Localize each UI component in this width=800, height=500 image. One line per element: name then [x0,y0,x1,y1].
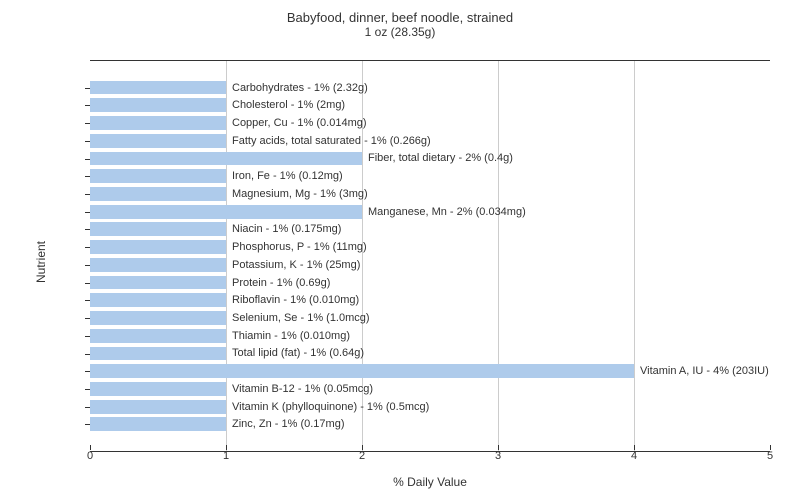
nutrient-bar-label: Niacin - 1% (0.175mg) [232,223,341,235]
y-tick-mark [85,407,90,408]
bar-row: Vitamin A, IU - 4% (203IU) [90,364,769,378]
nutrient-bar-label: Carbohydrates - 1% (2.32g) [232,82,368,94]
nutrient-bar [90,258,226,272]
nutrient-bar-label: Riboflavin - 1% (0.010mg) [232,294,359,306]
x-tick-label: 1 [223,450,229,462]
chart-subtitle: 1 oz (28.35g) [0,25,800,39]
bar-row: Magnesium, Mg - 1% (3mg) [90,187,368,201]
x-tick-label: 0 [87,450,93,462]
bar-row: Vitamin B-12 - 1% (0.05mcg) [90,382,373,396]
grid-line [498,61,499,451]
bar-row: Iron, Fe - 1% (0.12mg) [90,169,343,183]
nutrient-bar [90,293,226,307]
x-axis-label: % Daily Value [90,475,770,489]
bar-row: Total lipid (fat) - 1% (0.64g) [90,347,364,361]
y-tick-mark [85,247,90,248]
nutrient-bar [90,240,226,254]
y-tick-mark [85,389,90,390]
nutrient-bar-label: Potassium, K - 1% (25mg) [232,259,360,271]
nutrient-bar [90,329,226,343]
nutrient-bar [90,134,226,148]
bar-row: Selenium, Se - 1% (1.0mcg) [90,311,370,325]
x-axis: 0 1 2 3 4 5 [90,450,770,470]
nutrient-bar-label: Thiamin - 1% (0.010mg) [232,330,350,342]
y-tick-mark [85,88,90,89]
bar-row: Niacin - 1% (0.175mg) [90,222,341,236]
nutrient-bar-label: Fiber, total dietary - 2% (0.4g) [368,152,513,164]
nutrient-bar [90,81,226,95]
nutrient-bar [90,187,226,201]
y-tick-mark [85,105,90,106]
bar-row: Fatty acids, total saturated - 1% (0.266… [90,134,431,148]
x-tick-label: 3 [495,450,501,462]
nutrient-bar-label: Iron, Fe - 1% (0.12mg) [232,170,343,182]
chart-container: Babyfood, dinner, beef noodle, strained … [0,0,800,500]
nutrient-bar-label: Fatty acids, total saturated - 1% (0.266… [232,135,431,147]
nutrient-bar [90,116,226,130]
bar-row: Cholesterol - 1% (2mg) [90,98,345,112]
nutrient-bar [90,347,226,361]
grid-line [634,61,635,451]
y-tick-mark [85,123,90,124]
nutrient-bar [90,98,226,112]
x-tick-label: 2 [359,450,365,462]
nutrient-bar-label: Total lipid (fat) - 1% (0.64g) [232,347,364,359]
nutrient-bar [90,169,226,183]
bar-row: Fiber, total dietary - 2% (0.4g) [90,152,513,166]
nutrient-bar-label: Magnesium, Mg - 1% (3mg) [232,188,368,200]
x-tick-label: 4 [631,450,637,462]
chart-title-block: Babyfood, dinner, beef noodle, strained … [0,0,800,39]
nutrient-bar [90,400,226,414]
nutrient-bar-label: Selenium, Se - 1% (1.0mcg) [232,312,370,324]
bar-row: Phosphorus, P - 1% (11mg) [90,240,367,254]
plot-area: Carbohydrates - 1% (2.32g) Cholesterol - … [90,60,770,452]
bar-row: Carbohydrates - 1% (2.32g) [90,81,368,95]
y-tick-mark [85,176,90,177]
nutrient-bar-label: Protein - 1% (0.69g) [232,277,330,289]
nutrient-bar [90,417,226,431]
y-tick-mark [85,194,90,195]
nutrient-bar [90,364,634,378]
nutrient-bar [90,152,362,166]
bar-row: Protein - 1% (0.69g) [90,276,330,290]
y-tick-mark [85,424,90,425]
nutrient-bar-label: Zinc, Zn - 1% (0.17mg) [232,418,344,430]
y-tick-mark [85,159,90,160]
nutrient-bar [90,205,362,219]
x-tick-label: 5 [767,450,773,462]
nutrient-bar-label: Cholesterol - 1% (2mg) [232,99,345,111]
bar-row: Riboflavin - 1% (0.010mg) [90,293,359,307]
y-tick-mark [85,371,90,372]
bar-row: Thiamin - 1% (0.010mg) [90,329,350,343]
nutrient-bar-label: Manganese, Mn - 2% (0.034mg) [368,206,526,218]
y-axis-label: Nutrient [34,241,48,283]
y-tick-mark [85,300,90,301]
bar-row: Manganese, Mn - 2% (0.034mg) [90,205,526,219]
y-tick-mark [85,212,90,213]
nutrient-bar [90,311,226,325]
nutrient-bar-label: Vitamin B-12 - 1% (0.05mcg) [232,383,373,395]
y-tick-mark [85,141,90,142]
nutrient-bar [90,382,226,396]
y-tick-mark [85,265,90,266]
y-tick-mark [85,283,90,284]
bar-row: Copper, Cu - 1% (0.014mg) [90,116,367,130]
nutrient-bar [90,276,226,290]
nutrient-bar-label: Vitamin A, IU - 4% (203IU) [640,365,769,377]
y-tick-mark [85,354,90,355]
y-tick-mark [85,318,90,319]
nutrient-bar-label: Phosphorus, P - 1% (11mg) [232,241,367,253]
bar-row: Vitamin K (phylloquinone) - 1% (0.5mcg) [90,400,429,414]
nutrient-bar-label: Vitamin K (phylloquinone) - 1% (0.5mcg) [232,401,429,413]
bar-row: Potassium, K - 1% (25mg) [90,258,360,272]
chart-title: Babyfood, dinner, beef noodle, strained [0,10,800,25]
nutrient-bar [90,222,226,236]
nutrient-bar-label: Copper, Cu - 1% (0.014mg) [232,117,367,129]
y-tick-mark [85,229,90,230]
y-tick-mark [85,336,90,337]
bar-row: Zinc, Zn - 1% (0.17mg) [90,417,344,431]
